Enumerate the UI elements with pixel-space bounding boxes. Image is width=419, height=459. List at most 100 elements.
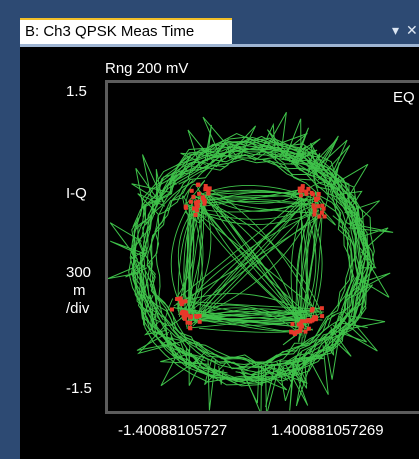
- trajectory-crossing: [193, 195, 323, 315]
- symbol-point: [319, 306, 324, 311]
- symbol-point: [197, 319, 202, 324]
- symbol-point: [300, 185, 305, 190]
- trajectory-crossing: [193, 208, 319, 226]
- trajectory-spike: [299, 352, 324, 360]
- trajectory-crossing: [195, 198, 312, 318]
- trajectory-spike: [266, 129, 291, 157]
- symbol-point: [310, 307, 315, 312]
- trajectory-spike: [308, 345, 329, 395]
- y-axis-quantity-label: I-Q: [66, 185, 87, 202]
- trajectory-spike: [330, 331, 352, 357]
- trajectory-crossing: [192, 192, 310, 199]
- symbol-point: [297, 186, 302, 191]
- trajectory-spike: [227, 145, 231, 159]
- trajectory-spike: [188, 345, 206, 371]
- trajectory-spike: [358, 246, 377, 269]
- trajectory-spike: [223, 143, 250, 155]
- symbol-point: [189, 188, 194, 193]
- trajectory-spike: [323, 326, 335, 356]
- trajectory-spike: [313, 135, 339, 175]
- symbol-point: [303, 329, 308, 334]
- symbol-point: [191, 194, 196, 199]
- symbol-point: [203, 184, 208, 188]
- trajectory-arc: [139, 150, 359, 365]
- trajectory-spike: [286, 118, 302, 162]
- scale-unit-label: m: [73, 282, 86, 299]
- symbol-point: [298, 321, 303, 326]
- trajectory-arc: [146, 157, 355, 366]
- trajectory-spike: [348, 222, 394, 233]
- trajectory-spike: [204, 124, 212, 162]
- trajectory-spike: [155, 169, 163, 208]
- trajectory-crossing: [190, 315, 323, 323]
- trajectory-crossing: [187, 196, 195, 329]
- trajectory-arc: [150, 158, 352, 364]
- trajectory-crossing: [290, 203, 307, 329]
- symbol-point: [304, 190, 309, 195]
- trajectory-spike: [264, 111, 287, 157]
- trajectory-crossing: [301, 319, 311, 347]
- symbol-point: [311, 317, 316, 322]
- symbol-point: [322, 214, 327, 219]
- symbol-point: [204, 186, 209, 191]
- symbol-point: [179, 311, 184, 316]
- trajectory-spike: [345, 210, 361, 225]
- trajectory-crossing: [175, 293, 314, 317]
- trajectory-arc: [195, 151, 356, 370]
- symbol-point: [298, 326, 303, 331]
- symbol-point: [290, 322, 295, 327]
- symbol-point: [306, 326, 311, 331]
- trajectory-spike: [202, 116, 238, 163]
- symbol-point: [316, 204, 321, 209]
- trajectory-crossing: [192, 194, 303, 332]
- trajectory-crossing: [181, 202, 205, 321]
- symbol-point: [197, 191, 202, 196]
- trajectory-crossing: [187, 196, 212, 317]
- trajectory-crossing: [192, 207, 203, 318]
- chevron-down-icon[interactable]: ▾: [392, 22, 400, 38]
- symbol-point: [207, 186, 212, 191]
- trajectory-spike: [278, 351, 303, 383]
- symbol-point: [194, 200, 199, 205]
- trajectory-arc: [178, 149, 361, 376]
- trajectory-spike: [275, 361, 308, 384]
- symbol-point: [170, 307, 174, 312]
- close-icon[interactable]: ✕: [406, 22, 418, 38]
- trajectory-spike: [160, 347, 200, 387]
- symbol-point: [298, 329, 303, 334]
- trajectory-spike: [310, 142, 332, 181]
- symbol-point: [196, 199, 201, 204]
- trajectory-spike: [285, 363, 309, 406]
- trajectory-crossing: [194, 197, 303, 324]
- trajectory-crossing: [184, 183, 201, 207]
- trajectory-spike: [331, 176, 340, 191]
- trajectory-spikes: [108, 111, 394, 411]
- constellation-plot[interactable]: EQ: [105, 80, 419, 414]
- trajectory-crossing: [298, 329, 302, 343]
- symbol-point: [319, 210, 324, 215]
- trajectory-spike: [284, 138, 321, 165]
- symbol-point: [185, 320, 190, 325]
- trajectory-spike: [330, 163, 369, 206]
- trajectory-spike: [337, 190, 363, 211]
- trajectory-spike: [259, 361, 289, 382]
- symbol-point: [188, 320, 193, 325]
- trajectory-crossing: [206, 196, 303, 319]
- trajectory-crossing: [304, 193, 311, 321]
- tab-underline: [20, 44, 419, 47]
- symbol-point: [313, 196, 318, 201]
- trajectory-spike: [110, 240, 147, 258]
- symbol-point: [183, 205, 188, 210]
- symbol-point: [182, 310, 187, 315]
- trajectory-arc: [140, 147, 362, 376]
- symbol-point: [320, 203, 325, 208]
- trajectory-spike: [265, 359, 282, 411]
- trajectory-crossing: [209, 190, 307, 196]
- trajectory-spike: [137, 193, 166, 215]
- tab-ch3-qpsk-meas-time[interactable]: B: Ch3 QPSK Meas Time: [20, 18, 232, 46]
- symbol-point: [298, 188, 302, 193]
- trajectory-crossing: [300, 199, 317, 325]
- trajectory-spike: [355, 272, 391, 292]
- symbol-point: [200, 195, 205, 200]
